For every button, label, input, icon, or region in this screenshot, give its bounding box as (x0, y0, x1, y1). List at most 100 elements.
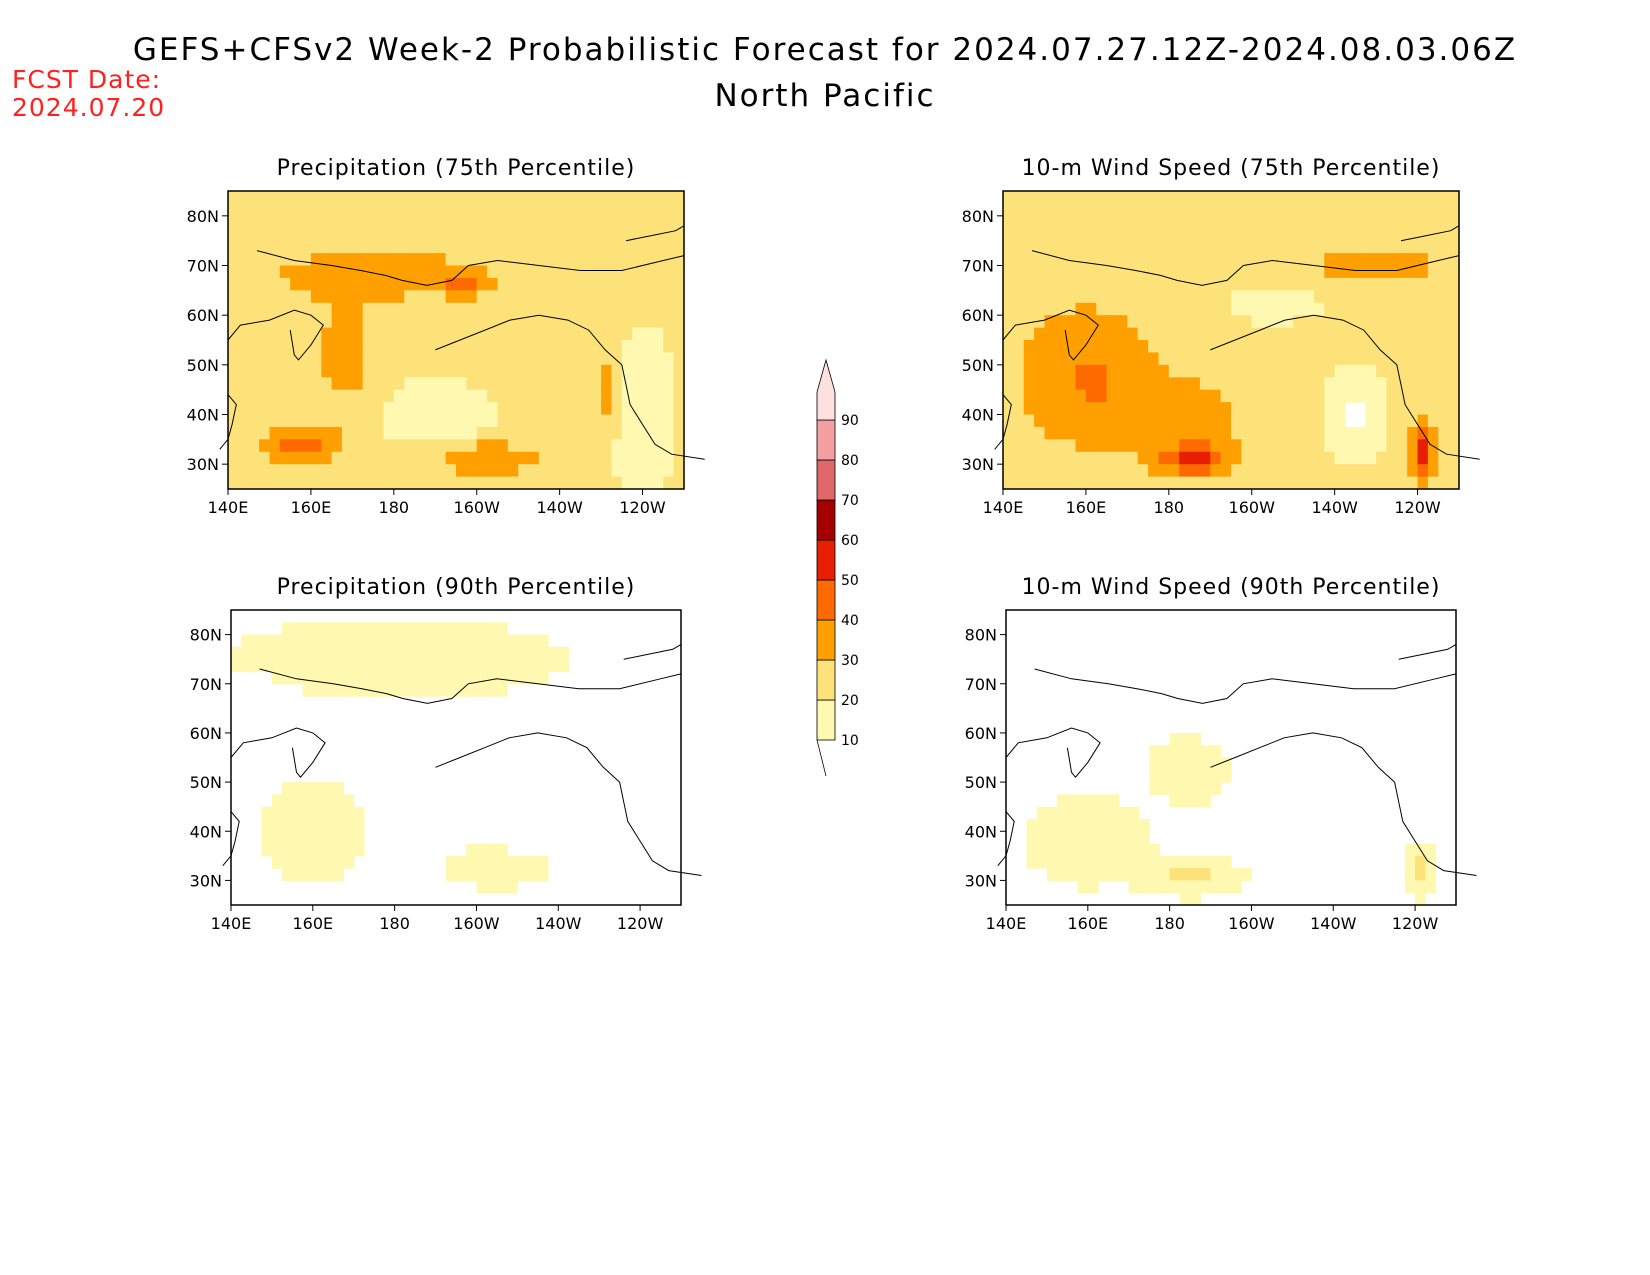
field-cell (1241, 315, 1253, 329)
field-cell (352, 302, 364, 316)
field-cell (507, 476, 519, 490)
field-cell (1096, 451, 1108, 465)
field-cell (1262, 327, 1274, 341)
field-cell (1034, 302, 1046, 316)
field-cell (1220, 389, 1232, 403)
field-cell (228, 228, 239, 242)
y-tick-label: 50N (965, 773, 997, 792)
field-cell (1262, 302, 1274, 316)
field-cell (373, 302, 385, 316)
x-tick-label: 160E (291, 498, 332, 517)
field-cell (570, 327, 581, 341)
field-cell (1220, 340, 1232, 353)
field-cell (466, 659, 477, 673)
field-cell (507, 389, 519, 403)
field-cell (269, 414, 281, 428)
field-cell (1386, 302, 1398, 316)
field-cell (445, 646, 457, 660)
coastline (230, 727, 326, 778)
field-cell (302, 843, 314, 857)
field-cell (1220, 277, 1232, 291)
field-cell (445, 315, 457, 329)
field-cell (580, 352, 592, 366)
field-cell (1220, 352, 1232, 366)
field-cell (445, 340, 457, 353)
field-cell (580, 277, 592, 291)
field-cell (1034, 402, 1046, 416)
field-cell (528, 265, 540, 279)
field-cell (549, 364, 561, 378)
field-cell (497, 439, 509, 453)
field-cell (590, 414, 602, 428)
field-cell (1003, 439, 1014, 453)
field-cell (1137, 414, 1149, 428)
field-cell (415, 622, 426, 636)
field-cell (1189, 302, 1201, 316)
field-cell (518, 340, 530, 353)
field-cell (663, 228, 675, 242)
field-cell (538, 451, 550, 465)
field-cell (456, 414, 467, 428)
field-cell (1396, 228, 1408, 242)
field-cell (1355, 476, 1367, 490)
field-cell (352, 402, 364, 416)
field-cell (352, 426, 364, 440)
field-cell (425, 622, 437, 636)
field-cell (1417, 327, 1429, 341)
field-cell (1427, 315, 1439, 329)
field-cell (310, 451, 322, 465)
field-cell (538, 439, 550, 453)
field-cell (228, 302, 239, 316)
field-cell (1220, 414, 1232, 428)
field-cell (1448, 191, 1460, 204)
field-cell (611, 265, 623, 279)
field-cell (1169, 794, 1181, 808)
field-cell (486, 622, 498, 636)
field-cell (362, 277, 374, 291)
field-cell (1179, 782, 1191, 795)
field-cell (1404, 843, 1416, 857)
field-cell (424, 290, 436, 304)
field-cell (373, 327, 385, 341)
field-cell (1199, 215, 1211, 229)
field-cell (570, 451, 581, 465)
field-cell (279, 464, 291, 478)
field-cell (1345, 315, 1356, 329)
field-cell (611, 215, 623, 229)
field-cell (1189, 377, 1201, 391)
field-cell (1220, 464, 1232, 478)
field-cell (1210, 868, 1222, 881)
field-cell (300, 240, 312, 254)
field-cell (580, 439, 592, 453)
field-cell (518, 414, 530, 428)
field-cell (383, 451, 395, 465)
field-cell (1158, 476, 1170, 490)
field-cell (1241, 277, 1253, 291)
field-cell (537, 634, 549, 648)
field-cell (1065, 240, 1077, 254)
field-cell (1036, 819, 1048, 832)
y-tick-label: 40N (190, 822, 222, 841)
field-cell (1272, 464, 1284, 478)
field-cell (601, 327, 613, 341)
field-cell (486, 646, 498, 660)
field-cell (476, 634, 488, 648)
field-cell (1220, 265, 1232, 279)
field-cell (632, 464, 644, 478)
field-cell (373, 340, 385, 353)
field-cell (1189, 402, 1201, 416)
y-tick-label: 60N (190, 724, 222, 743)
field-cell (343, 806, 355, 820)
field-cell (507, 340, 519, 353)
field-cell (466, 228, 478, 242)
field-cell (1303, 265, 1315, 279)
field-cell (1148, 290, 1160, 304)
field-cell (435, 253, 447, 267)
field-cell (1023, 240, 1035, 254)
field-cell (1396, 265, 1408, 279)
field-cell (1241, 426, 1253, 440)
field-cell (393, 402, 405, 416)
field-cell (1085, 215, 1097, 229)
field-cell (487, 464, 499, 478)
field-cell (538, 302, 550, 316)
